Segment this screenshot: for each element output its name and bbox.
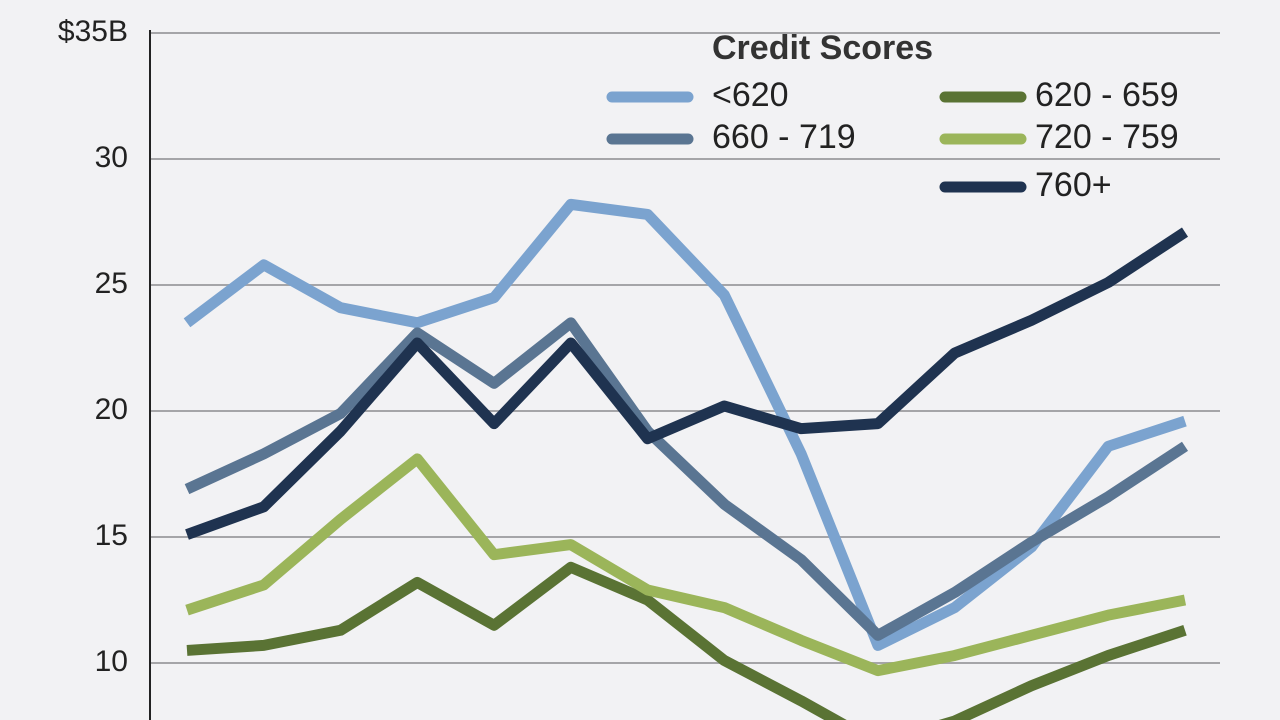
legend-label: 760+ [1035, 166, 1112, 204]
legend-label: 720 - 759 [1035, 118, 1179, 156]
y-tick-label: 20 [95, 393, 128, 426]
plot-area [183, 198, 1189, 720]
series-line [185, 227, 1189, 540]
legend-title: Credit Scores [712, 29, 933, 67]
series-line [186, 561, 1187, 720]
series-line [183, 198, 1187, 651]
y-tick-label: 30 [95, 141, 128, 174]
y-tick-label: 25 [95, 267, 128, 300]
y-tick-label: 10 [95, 645, 128, 678]
legend: Credit Scores <620 620 - 659 660 - 719 720 … [606, 29, 1179, 204]
series-line [185, 453, 1187, 677]
legend-label: 660 - 719 [712, 118, 856, 156]
legend-label: 620 - 659 [1035, 76, 1179, 114]
legend-label: <620 [712, 76, 789, 114]
y-tick-label: 15 [95, 519, 128, 552]
y-tick-label: $35B [58, 15, 128, 48]
series-line [184, 317, 1189, 641]
